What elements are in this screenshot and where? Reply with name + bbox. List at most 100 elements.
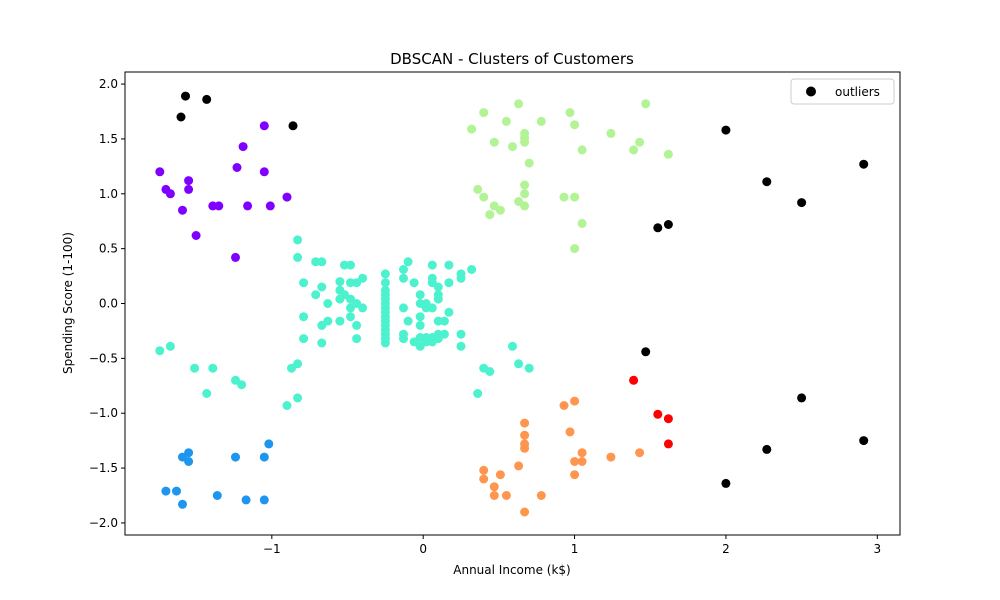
point-series-3-41 bbox=[380, 269, 390, 279]
point-series-3-1 bbox=[165, 341, 175, 351]
point-series-0-0 bbox=[176, 112, 186, 122]
point-series-4-16 bbox=[520, 189, 530, 199]
point-series-3-4 bbox=[208, 363, 218, 373]
legend: outliers bbox=[790, 78, 895, 105]
point-series-0-1 bbox=[181, 91, 190, 101]
point-series-5-7 bbox=[520, 418, 530, 428]
point-series-4-10 bbox=[514, 99, 524, 109]
point-series-5-12 bbox=[536, 491, 546, 500]
point-series-0-10 bbox=[641, 347, 651, 357]
point-series-1-16 bbox=[231, 252, 240, 262]
point-series-3-67 bbox=[415, 312, 425, 322]
point-series-5-17 bbox=[570, 470, 580, 480]
point-series-3-13 bbox=[299, 278, 309, 288]
point-series-3-57 bbox=[399, 273, 408, 283]
point-series-3-27 bbox=[335, 316, 345, 326]
point-series-5-1 bbox=[479, 474, 489, 484]
point-series-5-3 bbox=[489, 491, 499, 500]
point-series-4-3 bbox=[479, 192, 489, 202]
point-series-1-6 bbox=[191, 231, 201, 240]
point-series-4-7 bbox=[495, 205, 505, 215]
point-series-3-12 bbox=[293, 252, 303, 262]
point-series-3-97 bbox=[473, 389, 483, 398]
point-series-5-16 bbox=[570, 457, 580, 466]
point-series-3-62 bbox=[403, 316, 413, 326]
x-tick-label: 3 bbox=[873, 542, 881, 556]
point-series-3-87 bbox=[439, 316, 449, 326]
point-series-4-0 bbox=[467, 124, 477, 134]
point-series-4-22 bbox=[570, 120, 580, 130]
point-series-4-2 bbox=[479, 108, 489, 118]
point-series-1-11 bbox=[243, 201, 253, 211]
y-tick-label: 0.0 bbox=[99, 297, 118, 311]
point-series-3-19 bbox=[317, 282, 327, 292]
point-series-1-12 bbox=[259, 121, 269, 131]
point-series-0-9 bbox=[663, 220, 673, 229]
point-series-3-78 bbox=[427, 303, 437, 313]
point-series-3-100 bbox=[508, 341, 517, 351]
point-series-1-13 bbox=[259, 167, 269, 177]
point-series-3-17 bbox=[311, 290, 321, 300]
point-series-4-30 bbox=[641, 99, 651, 109]
point-series-3-10 bbox=[293, 393, 303, 403]
point-series-4-26 bbox=[577, 218, 587, 228]
point-series-4-29 bbox=[635, 137, 645, 147]
point-series-2-9 bbox=[259, 452, 269, 462]
x-tick-label: 1 bbox=[571, 542, 579, 556]
point-series-3-93 bbox=[456, 273, 466, 283]
point-series-0-12 bbox=[859, 436, 869, 446]
point-series-3-61 bbox=[403, 257, 413, 267]
point-series-1-8 bbox=[214, 201, 224, 211]
point-series-3-30 bbox=[346, 260, 355, 270]
point-series-3-3 bbox=[202, 389, 212, 398]
point-series-2-5 bbox=[184, 457, 194, 466]
point-series-2-8 bbox=[241, 495, 251, 505]
point-series-0-5 bbox=[762, 177, 772, 187]
point-series-3-75 bbox=[427, 260, 437, 270]
point-series-5-10 bbox=[520, 443, 530, 453]
point-series-4-31 bbox=[663, 149, 673, 159]
point-series-5-2 bbox=[489, 482, 499, 492]
point-series-6-3 bbox=[663, 439, 673, 449]
point-series-1-14 bbox=[265, 201, 275, 211]
point-series-5-15 bbox=[570, 396, 580, 406]
point-series-4-19 bbox=[536, 116, 546, 126]
legend-marker-outliers bbox=[806, 86, 816, 97]
point-series-1-2 bbox=[165, 189, 175, 199]
x-axis: −1 0 1 2 3 bbox=[263, 535, 881, 556]
point-series-3-15 bbox=[299, 334, 309, 344]
point-series-3-0 bbox=[155, 346, 165, 356]
point-series-3-11 bbox=[293, 235, 303, 245]
point-series-3-38 bbox=[352, 334, 362, 344]
point-series-5-13 bbox=[559, 401, 569, 410]
point-series-0-6 bbox=[797, 198, 807, 208]
point-series-3-65 bbox=[415, 290, 425, 300]
point-series-4-1 bbox=[473, 184, 483, 194]
point-series-3-18 bbox=[317, 257, 327, 267]
point-series-2-1 bbox=[172, 486, 181, 496]
plot-frame bbox=[124, 71, 901, 536]
point-series-5-4 bbox=[495, 470, 505, 480]
point-series-3-2 bbox=[190, 363, 200, 373]
point-series-1-15 bbox=[282, 192, 292, 202]
point-series-5-5 bbox=[501, 491, 511, 500]
point-series-3-56 bbox=[399, 265, 408, 274]
point-series-2-2 bbox=[178, 499, 187, 509]
point-series-2-10 bbox=[259, 495, 269, 505]
y-axis-label: Spending Score (1-100) bbox=[61, 232, 75, 374]
point-series-4-18 bbox=[524, 158, 534, 168]
point-series-0-8 bbox=[653, 223, 663, 233]
point-series-1-3 bbox=[184, 176, 194, 186]
x-tick-label: −1 bbox=[263, 542, 281, 556]
point-series-3-68 bbox=[415, 320, 425, 330]
point-series-3-83 bbox=[433, 294, 443, 304]
point-series-3-34 bbox=[346, 312, 355, 322]
point-series-4-28 bbox=[629, 145, 639, 155]
point-series-3-99 bbox=[485, 367, 495, 376]
point-series-3-102 bbox=[524, 363, 534, 373]
point-series-3-24 bbox=[335, 277, 345, 287]
point-series-4-4 bbox=[485, 210, 495, 220]
point-series-4-27 bbox=[606, 128, 616, 138]
point-series-1-5 bbox=[178, 205, 187, 215]
